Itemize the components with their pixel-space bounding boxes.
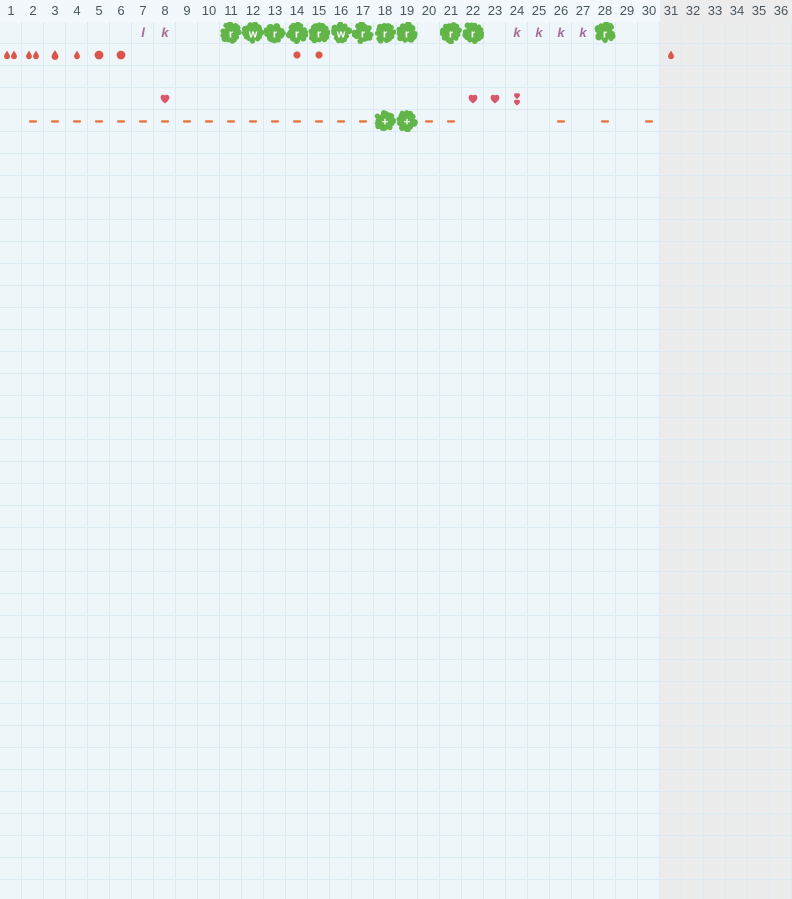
svg-text:w: w — [248, 28, 258, 40]
svg-text:r: r — [471, 28, 476, 40]
svg-text:r: r — [273, 28, 278, 40]
svg-text:r: r — [229, 28, 234, 40]
svg-text:w: w — [336, 28, 346, 40]
svg-text:+: + — [382, 116, 388, 128]
svg-text:+: + — [404, 116, 410, 128]
svg-text:r: r — [405, 28, 410, 40]
svg-text:r: r — [361, 28, 366, 40]
svg-text:r: r — [383, 28, 388, 40]
svg-text:r: r — [295, 28, 300, 40]
svg-text:r: r — [317, 28, 322, 40]
svg-text:r: r — [449, 28, 454, 40]
svg-text:r: r — [603, 28, 608, 40]
